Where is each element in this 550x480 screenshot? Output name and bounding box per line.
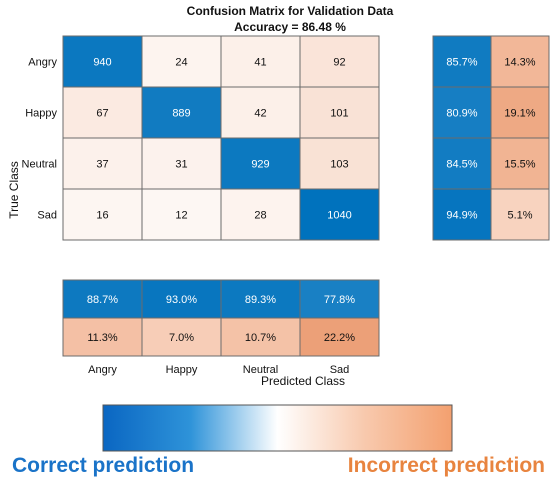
matrix-cell-value: 103 (330, 159, 348, 171)
colorbar-incorrect-label: Incorrect prediction (348, 454, 545, 477)
column-correct-cell (141, 279, 222, 319)
matrix-cell (299, 35, 380, 88)
colorbar (102, 404, 453, 452)
matrix-cell-value: 37 (96, 159, 108, 171)
row-incorrect-value: 19.1% (504, 108, 535, 120)
column-incorrect-value: 22.2% (324, 332, 355, 344)
row-incorrect-value: 14.3% (504, 57, 535, 69)
matrix-cell-value: 67 (96, 108, 108, 120)
matrix-cell-value: 24 (175, 57, 187, 69)
colorbar-correct-label: Correct prediction (12, 454, 194, 477)
row-correct-cell (432, 188, 492, 241)
matrix-cell-value: 101 (330, 108, 348, 120)
row-correct-value: 94.9% (446, 210, 477, 222)
row-incorrect-cell (490, 86, 550, 139)
column-tick-label: Happy (166, 364, 198, 376)
matrix-cell (299, 137, 380, 190)
column-correct-value: 88.7% (87, 294, 118, 306)
column-incorrect-value: 10.7% (245, 332, 276, 344)
matrix-cell-value: 92 (333, 57, 345, 69)
matrix-cell (141, 137, 222, 190)
matrix-cell-value: 940 (93, 57, 111, 69)
matrix-cell (299, 86, 380, 139)
row-correct-value: 85.7% (446, 57, 477, 69)
x-axis-label: Predicted Class (261, 374, 345, 388)
matrix-grid: 940 24 41 92 67 889 42 101 37 31 929 103 16 12 28 1040 (62, 35, 380, 241)
row-correct-cell (432, 137, 492, 190)
row-correct-cell (432, 86, 492, 139)
column-tick-labels: Angry Happy Neutral Sad (88, 364, 349, 376)
chart-subtitle: Accuracy = 86.48 % (234, 20, 346, 34)
row-tick-label: Neutral (22, 159, 57, 171)
matrix-cell-value: 929 (251, 159, 269, 171)
column-correct-value: 77.8% (324, 294, 355, 306)
row-incorrect-cell (490, 188, 550, 241)
row-correct-cell (432, 35, 492, 88)
column-summary-grid: 88.7% 11.3% 93.0% 7.0% 89.3% 10.7% 77.8% 22.2% (62, 279, 380, 357)
row-tick-label: Sad (37, 210, 57, 222)
row-correct-value: 80.9% (446, 108, 477, 120)
row-incorrect-value: 15.5% (504, 159, 535, 171)
row-tick-label: Happy (25, 108, 57, 120)
column-tick-label: Angry (88, 364, 117, 376)
column-correct-value: 93.0% (166, 294, 197, 306)
column-incorrect-value: 11.3% (87, 332, 118, 344)
matrix-cell (141, 86, 222, 139)
matrix-cell-value: 42 (254, 108, 266, 120)
matrix-cell (299, 188, 380, 241)
matrix-cell-value: 889 (172, 108, 190, 120)
matrix-cell-value: 31 (175, 159, 187, 171)
matrix-cell-value: 28 (254, 210, 266, 222)
y-axis-label: True Class (7, 161, 21, 219)
row-incorrect-cell (490, 35, 550, 88)
column-correct-value: 89.3% (245, 294, 276, 306)
matrix-cell-value: 41 (254, 57, 266, 69)
matrix-cell (141, 188, 222, 241)
column-correct-cell (299, 279, 380, 319)
column-correct-cell (220, 279, 301, 319)
matrix-cell-value: 16 (96, 210, 108, 222)
row-incorrect-value: 5.1% (507, 210, 532, 222)
matrix-cell-value: 1040 (327, 210, 351, 222)
row-summary-grid: 85.7% 14.3% 80.9% 19.1% 84.5% 15.5% 94.9% 5.1% (432, 35, 550, 241)
row-correct-value: 84.5% (446, 159, 477, 171)
row-tick-label: Angry (28, 57, 57, 69)
column-incorrect-cell (141, 317, 222, 357)
column-tick-label: Neutral (243, 364, 278, 376)
row-incorrect-cell (490, 137, 550, 190)
matrix-cell (141, 35, 222, 88)
column-incorrect-cell (299, 317, 380, 357)
matrix-cell (220, 35, 301, 88)
matrix-cell-value: 12 (175, 210, 187, 222)
matrix-cell (62, 35, 143, 88)
chart-title: Confusion Matrix for Validation Data (187, 4, 394, 18)
matrix-cell (62, 188, 143, 241)
column-tick-label: Sad (330, 364, 350, 376)
column-incorrect-value: 7.0% (169, 332, 194, 344)
row-tick-labels: Angry Happy Neutral Sad (22, 57, 58, 222)
column-correct-cell (62, 279, 143, 319)
